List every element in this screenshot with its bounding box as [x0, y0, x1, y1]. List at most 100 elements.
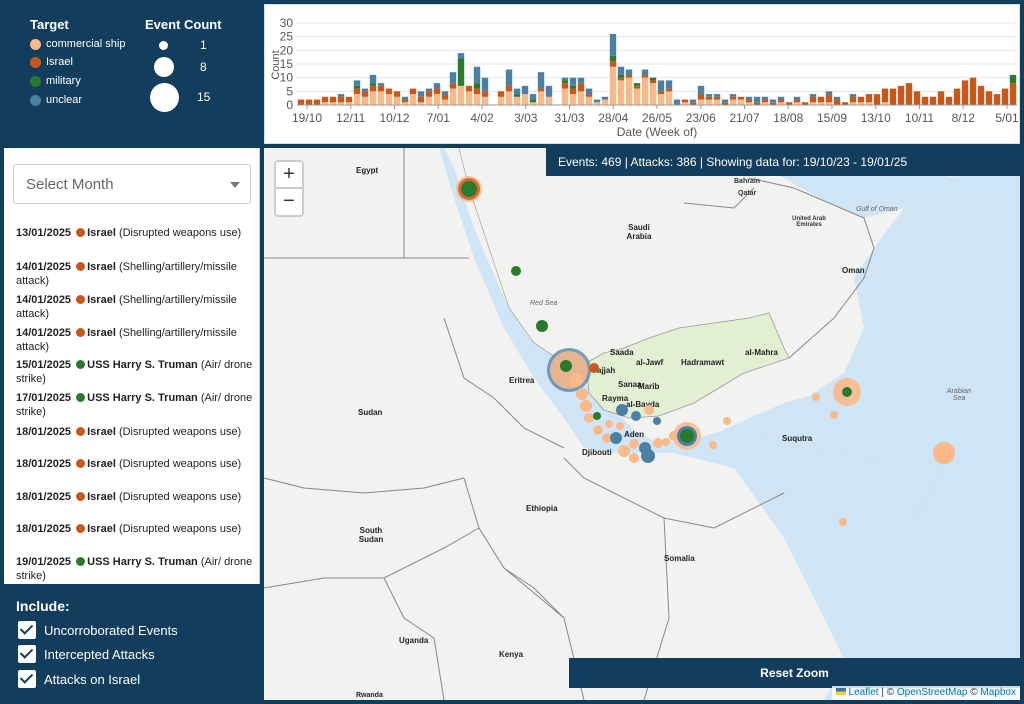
bar-segment: [841, 102, 849, 105]
bar-segment: [409, 88, 417, 95]
bar-segment: [625, 69, 633, 75]
bar-segment: [713, 96, 721, 100]
bar-segment: [577, 77, 585, 84]
event-list-item[interactable]: 14/01/2025 Israel (Shelling/artillery/mi…: [16, 326, 256, 354]
bar-segment: [777, 102, 785, 105]
label-djibouti: Djibouti: [582, 448, 612, 457]
bar-segment: [713, 94, 721, 97]
bar-segment: [473, 66, 481, 84]
bar-segment: [657, 91, 665, 95]
event-map[interactable]: Events: 469 | Attacks: 386 | Showing dat…: [264, 148, 1020, 700]
checkbox-checked-icon[interactable]: [18, 645, 36, 663]
bar-segment: [449, 72, 457, 84]
event-target-dot-icon: [76, 524, 86, 533]
bar-segment: [497, 96, 505, 105]
leaflet-link[interactable]: Leaflet: [848, 687, 879, 698]
bar-segment: [633, 85, 641, 89]
bar-segment: [321, 102, 329, 105]
bar-segment: [617, 74, 625, 78]
event-list-item[interactable]: 18/01/2025 Israel (Disrupted weapons use…: [16, 490, 256, 504]
event-target-dot-icon: [76, 492, 86, 501]
bar-segment: [601, 99, 609, 105]
bar-segment: [585, 88, 593, 95]
checkbox-checked-icon[interactable]: [18, 670, 36, 688]
label-rwanda: Rwanda: [356, 692, 383, 699]
label-hajjah: ajjah: [597, 366, 616, 375]
size-small-icon: [159, 41, 168, 50]
bar-segment: [529, 102, 537, 105]
checkbox-uncorroborated[interactable]: Uncorroborated Events: [18, 621, 178, 639]
bar-segment: [665, 91, 673, 105]
event-list-item[interactable]: 18/01/2025 Israel (Disrupted weapons use…: [16, 522, 256, 536]
event-list-item[interactable]: 14/01/2025 Israel (Shelling/artillery/mi…: [16, 260, 256, 288]
bar-segment: [857, 102, 865, 105]
osm-link[interactable]: OpenStreetMap: [896, 687, 968, 698]
checkbox-intercepted[interactable]: Intercepted Attacks: [18, 645, 155, 663]
bar-segment: [417, 96, 425, 103]
label-south-sudan: South Sudan: [358, 526, 384, 544]
military-dot-icon: [30, 75, 41, 87]
map-attribution: Leaflet | © OpenStreetMap © Mapbox: [831, 686, 1020, 700]
bar-segment: [849, 94, 857, 97]
bar-segment: [593, 102, 601, 105]
label-somalia: Somalia: [664, 554, 695, 563]
bar-segment: [433, 83, 441, 89]
event-list-item[interactable]: 17/01/2025 USS Harry S. Truman (Air/ dro…: [16, 391, 256, 419]
bar-segment: [337, 96, 345, 103]
reset-zoom-button[interactable]: Reset Zoom: [569, 658, 1020, 688]
bar-segment: [545, 85, 553, 97]
x-axis-label: Date (Week of): [617, 125, 697, 139]
bar-segment: [393, 96, 401, 105]
month-select[interactable]: Select Month: [13, 164, 251, 204]
bar-segment: [345, 102, 353, 105]
zoom-in-button[interactable]: +: [274, 160, 304, 189]
x-tick-label: 10/12: [379, 111, 409, 125]
bar-segment: [513, 96, 521, 105]
zoom-out-button[interactable]: −: [274, 188, 304, 217]
event-list-item[interactable]: 19/01/2025 USS Harry S. Truman (Air/ dro…: [16, 555, 256, 583]
bar-segment: [729, 94, 737, 97]
bar-segment: [1009, 74, 1017, 84]
bar-segment: [801, 102, 809, 105]
bar-segment: [825, 91, 833, 95]
bar-segment: [793, 96, 801, 100]
bar-segment: [321, 96, 329, 103]
label-marib: Marib: [638, 382, 660, 391]
bar-segment: [569, 94, 577, 105]
bar-segment: [401, 102, 409, 105]
bar-segment: [977, 85, 985, 105]
event-list-item[interactable]: 18/01/2025 Israel (Disrupted weapons use…: [16, 425, 256, 439]
bar-segment: [617, 80, 625, 105]
checkbox-checked-icon[interactable]: [18, 621, 36, 639]
label-red-sea: Red Sea: [530, 300, 558, 307]
event-list-item[interactable]: 15/01/2025 USS Harry S. Truman (Air/ dro…: [16, 358, 256, 386]
bar-segment: [857, 96, 865, 103]
label-sanaa: Sanaa: [618, 380, 642, 389]
timeline-chart[interactable]: 0 5 10 15 20 25 30 Count 19/10 12/11 10/12 7/01 4/02…: [264, 4, 1020, 144]
bar-segment: [569, 88, 577, 95]
event-sidebar[interactable]: Select Month 13/01/2025 Israel (Disrupte…: [4, 148, 260, 584]
event-desc: (Shelling/artillery/missile attack): [16, 261, 237, 287]
x-tick-label: 19/10: [292, 111, 322, 125]
mapbox-link[interactable]: Mapbox: [980, 687, 1016, 698]
bar-segment: [609, 55, 617, 62]
label-uae: United Arab Emirates: [792, 216, 826, 228]
bar-segment: [353, 85, 361, 89]
bar-segment: [609, 33, 617, 56]
label-al-mahra: al-Mahra: [745, 348, 778, 357]
event-list-item[interactable]: 13/01/2025 Israel (Disrupted weapons use…: [16, 226, 256, 240]
bar-segment: [481, 77, 489, 92]
event-list-item[interactable]: 14/01/2025 Israel (Shelling/artillery/mi…: [16, 293, 256, 321]
bar-segment: [953, 88, 961, 105]
event-target: Israel: [87, 458, 116, 470]
checkbox-attacks-israel[interactable]: Attacks on Israel: [18, 670, 140, 688]
bar-segment: [449, 83, 457, 89]
bar-segment: [897, 85, 905, 105]
bar-segment: [865, 94, 873, 103]
event-target-dot-icon: [76, 557, 86, 566]
event-list-item[interactable]: 18/01/2025 Israel (Disrupted weapons use…: [16, 457, 256, 471]
bar-segment: [1009, 83, 1017, 105]
bar-segment: [369, 91, 377, 105]
legend-count-title: Event Count: [145, 17, 222, 32]
